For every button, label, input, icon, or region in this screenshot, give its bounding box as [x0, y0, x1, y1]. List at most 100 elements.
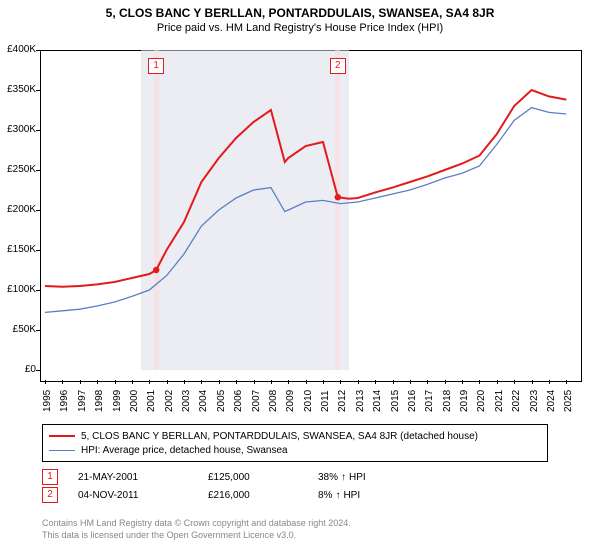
- x-tick: [254, 380, 255, 384]
- x-tick: [45, 380, 46, 384]
- y-tick: [36, 250, 40, 251]
- legend-label-hpi: HPI: Average price, detached house, Swan…: [81, 445, 288, 456]
- x-tick: [532, 380, 533, 384]
- x-axis-label: 2019: [459, 390, 470, 412]
- x-axis-label: 1996: [59, 390, 70, 412]
- x-tick: [271, 380, 272, 384]
- up-arrow-icon: ↑: [335, 490, 340, 501]
- x-axis-label: 2015: [390, 390, 401, 412]
- sale-price: £125,000: [208, 472, 298, 483]
- x-tick: [497, 380, 498, 384]
- x-axis-label: 2000: [129, 390, 140, 412]
- x-axis-label: 1997: [77, 390, 88, 412]
- sale-row: 121-MAY-2001£125,00038%↑HPI: [42, 468, 366, 486]
- sales-table: 121-MAY-2001£125,00038%↑HPI204-NOV-2011£…: [42, 468, 366, 504]
- legend-swatch-property: [49, 435, 75, 437]
- y-tick: [36, 130, 40, 131]
- x-axis-label: 2010: [303, 390, 314, 412]
- x-axis-label: 2008: [268, 390, 279, 412]
- x-axis-label: 2014: [372, 390, 383, 412]
- y-tick: [36, 370, 40, 371]
- x-tick: [393, 380, 394, 384]
- x-tick: [149, 380, 150, 384]
- x-axis-label: 2022: [511, 390, 522, 412]
- y-axis-label: £250K: [0, 164, 36, 175]
- x-axis-label: 2007: [251, 390, 262, 412]
- y-tick: [36, 290, 40, 291]
- y-axis-label: £400K: [0, 44, 36, 55]
- x-axis-label: 2025: [563, 390, 574, 412]
- x-axis-label: 2005: [216, 390, 227, 412]
- series-line-property: [45, 90, 566, 287]
- y-axis-label: £350K: [0, 84, 36, 95]
- x-tick: [462, 380, 463, 384]
- x-tick: [219, 380, 220, 384]
- footnote-line1: Contains HM Land Registry data © Crown c…: [42, 518, 351, 530]
- sale-pct: 8%↑HPI: [318, 490, 360, 501]
- x-axis-label: 2018: [442, 390, 453, 412]
- up-arrow-icon: ↑: [341, 472, 346, 483]
- sale-dot: [153, 267, 159, 273]
- chart-svg: [45, 50, 575, 370]
- x-tick: [236, 380, 237, 384]
- x-tick: [323, 380, 324, 384]
- x-tick: [549, 380, 550, 384]
- x-axis-label: 2001: [146, 390, 157, 412]
- x-tick: [167, 380, 168, 384]
- sale-row: 2 04-NOV-2011 £216,000 8%↑HPI: [42, 486, 366, 504]
- footnote: Contains HM Land Registry data © Crown c…: [42, 518, 351, 541]
- x-tick: [445, 380, 446, 384]
- x-tick: [97, 380, 98, 384]
- x-axis-label: 2017: [424, 390, 435, 412]
- legend-row-hpi: HPI: Average price, detached house, Swan…: [49, 443, 541, 457]
- x-axis-label: 2006: [233, 390, 244, 412]
- x-tick: [80, 380, 81, 384]
- x-axis-label: 2012: [337, 390, 348, 412]
- sale-date: 04-NOV-2011: [78, 490, 188, 501]
- y-tick: [36, 170, 40, 171]
- sale-row-marker: 2: [42, 487, 58, 503]
- legend-label-property: 5, CLOS BANC Y BERLLAN, PONTARDDULAIS, S…: [81, 431, 478, 442]
- sale-dot: [335, 194, 341, 200]
- x-axis-label: 2009: [285, 390, 296, 412]
- sale-row-marker: 1: [42, 469, 58, 485]
- x-tick: [479, 380, 480, 384]
- page-subtitle: Price paid vs. HM Land Registry's House …: [0, 20, 600, 38]
- footnote-line2: This data is licensed under the Open Gov…: [42, 530, 351, 542]
- x-axis-label: 1998: [94, 390, 105, 412]
- y-tick: [36, 50, 40, 51]
- x-tick: [132, 380, 133, 384]
- x-tick: [514, 380, 515, 384]
- chart-area: 12: [45, 50, 575, 370]
- x-tick: [375, 380, 376, 384]
- x-tick: [427, 380, 428, 384]
- x-tick: [358, 380, 359, 384]
- page-title: 5, CLOS BANC Y BERLLAN, PONTARDDULAIS, S…: [0, 0, 600, 20]
- series-line-hpi: [45, 108, 566, 313]
- y-axis-label: £100K: [0, 284, 36, 295]
- x-axis-label: 2021: [494, 390, 505, 412]
- x-tick: [566, 380, 567, 384]
- y-tick: [36, 330, 40, 331]
- x-axis-label: 2013: [355, 390, 366, 412]
- x-axis-label: 2024: [546, 390, 557, 412]
- x-tick: [62, 380, 63, 384]
- y-axis-label: £200K: [0, 204, 36, 215]
- y-axis-label: £0: [0, 364, 36, 375]
- x-tick: [340, 380, 341, 384]
- x-tick: [288, 380, 289, 384]
- x-axis-label: 1999: [112, 390, 123, 412]
- x-axis-label: 2011: [320, 390, 331, 412]
- x-tick: [410, 380, 411, 384]
- x-tick: [184, 380, 185, 384]
- x-axis-label: 2023: [529, 390, 540, 412]
- y-tick: [36, 210, 40, 211]
- sale-pct: 38%↑HPI: [318, 472, 366, 483]
- x-axis-label: 2004: [198, 390, 209, 412]
- x-axis-label: 2020: [476, 390, 487, 412]
- y-tick: [36, 90, 40, 91]
- legend: 5, CLOS BANC Y BERLLAN, PONTARDDULAIS, S…: [42, 424, 548, 462]
- y-axis-label: £150K: [0, 244, 36, 255]
- y-axis-label: £300K: [0, 124, 36, 135]
- sale-price: £216,000: [208, 490, 298, 501]
